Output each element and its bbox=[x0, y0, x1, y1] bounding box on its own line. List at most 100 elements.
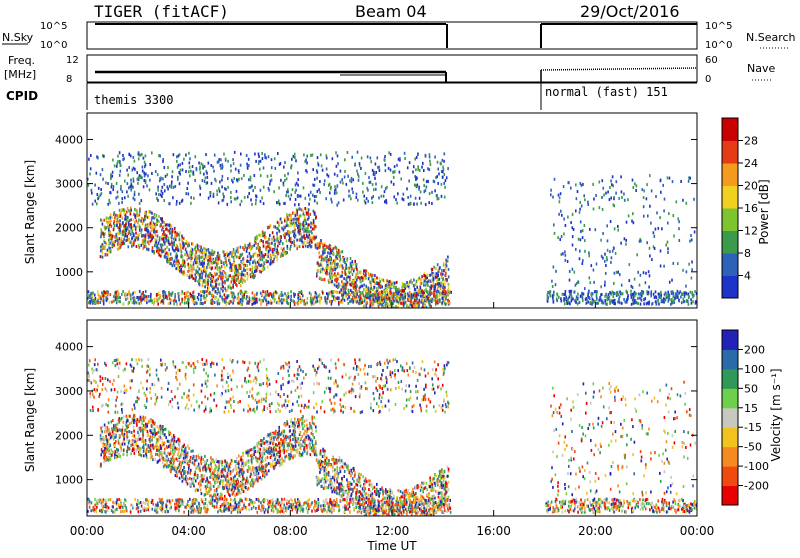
echo-cell bbox=[252, 297, 254, 300]
echo-cell bbox=[201, 262, 203, 265]
echo-cell bbox=[299, 296, 301, 299]
echo-cell bbox=[195, 257, 197, 260]
echo-cell bbox=[165, 295, 167, 298]
echo-cell bbox=[133, 156, 135, 159]
echo-cell bbox=[299, 215, 301, 218]
echo-cell bbox=[693, 198, 695, 201]
echo-cell bbox=[550, 189, 552, 192]
echo-cell bbox=[344, 299, 346, 302]
echo-cell bbox=[209, 272, 211, 275]
echo-cell bbox=[149, 188, 151, 191]
echo-cell bbox=[240, 254, 242, 257]
echo-cell bbox=[445, 269, 447, 272]
echo-cell bbox=[293, 240, 295, 243]
echo-cell bbox=[286, 191, 288, 194]
echo-cell bbox=[613, 292, 615, 295]
echo-cell bbox=[153, 503, 155, 506]
echo-cell bbox=[614, 302, 616, 305]
echo-cell bbox=[653, 293, 655, 296]
echo-cell bbox=[420, 289, 422, 292]
echo-cell bbox=[314, 295, 316, 298]
echo-cell bbox=[606, 256, 608, 259]
echo-cell bbox=[301, 208, 303, 211]
echo-cell bbox=[396, 310, 398, 313]
echo-cell bbox=[261, 264, 263, 267]
echo-cell bbox=[169, 223, 171, 226]
echo-cell bbox=[390, 296, 392, 299]
echo-cell bbox=[413, 202, 415, 205]
echo-cell bbox=[179, 173, 181, 176]
echo-cell bbox=[374, 173, 376, 176]
echo-cell bbox=[169, 185, 171, 188]
echo-cell bbox=[199, 255, 201, 258]
echo-cell bbox=[255, 202, 257, 205]
echo-cell bbox=[427, 167, 429, 170]
echo-cell bbox=[337, 266, 339, 269]
echo-cell bbox=[228, 286, 230, 289]
echo-cell bbox=[375, 183, 377, 186]
echo-cell bbox=[691, 277, 693, 280]
echo-cell bbox=[138, 193, 140, 196]
echo-cell bbox=[243, 261, 245, 264]
echo-cell bbox=[130, 154, 132, 157]
echo-cell bbox=[284, 202, 286, 205]
echo-cell bbox=[181, 300, 183, 303]
echo-cell bbox=[246, 163, 248, 166]
echo-cell bbox=[431, 202, 433, 205]
echo-cell bbox=[170, 224, 172, 227]
echo-cell bbox=[286, 221, 288, 224]
echo-cell bbox=[246, 154, 248, 157]
echo-cell bbox=[344, 261, 346, 264]
echo-cell bbox=[335, 151, 337, 154]
echo-cell bbox=[189, 157, 191, 160]
echo-cell bbox=[226, 264, 228, 267]
echo-cell bbox=[239, 291, 241, 294]
echo-cell bbox=[216, 193, 218, 196]
echo-cell bbox=[645, 272, 647, 275]
echo-cell bbox=[567, 260, 569, 263]
echo-cell bbox=[359, 295, 361, 298]
echo-cell bbox=[134, 239, 136, 242]
echo-cell bbox=[392, 314, 394, 317]
echo-cell bbox=[141, 228, 143, 231]
echo-cell bbox=[649, 174, 651, 177]
echo-cell bbox=[160, 178, 162, 181]
echo-cell bbox=[306, 155, 308, 158]
echo-cell bbox=[584, 224, 586, 227]
echo-cell bbox=[441, 269, 443, 272]
echo-cell bbox=[184, 292, 186, 295]
echo-cell bbox=[338, 254, 340, 257]
echo-cell bbox=[402, 302, 404, 305]
echo-cell bbox=[656, 296, 658, 299]
echo-cell bbox=[550, 193, 552, 196]
echo-cell bbox=[170, 253, 172, 256]
echo-cell bbox=[607, 249, 609, 252]
echo-cell bbox=[582, 229, 584, 232]
echo-cell bbox=[166, 246, 168, 249]
echo-cell bbox=[338, 201, 340, 204]
echo-cell bbox=[110, 219, 112, 222]
echo-cell bbox=[200, 268, 202, 271]
echo-cell bbox=[310, 213, 312, 216]
echo-cell bbox=[310, 293, 312, 296]
echo-cell bbox=[177, 248, 179, 251]
echo-cell bbox=[251, 268, 253, 271]
echo-cells bbox=[87, 151, 698, 323]
echo-cell bbox=[612, 184, 614, 187]
echo-cell bbox=[565, 224, 567, 227]
echo-cell bbox=[219, 295, 221, 298]
echo-cell bbox=[448, 287, 450, 290]
echo-cell bbox=[174, 293, 176, 296]
echo-cell bbox=[256, 238, 258, 241]
echo-cell bbox=[228, 259, 230, 262]
echo-cell bbox=[415, 314, 417, 317]
echo-cell bbox=[437, 168, 439, 171]
echo-cell bbox=[663, 209, 665, 212]
echo-cell bbox=[171, 240, 173, 243]
echo-cell bbox=[125, 214, 127, 217]
echo-cell bbox=[648, 286, 650, 289]
echo-cell bbox=[322, 243, 324, 246]
echo-cell bbox=[270, 254, 272, 257]
echo-cell bbox=[398, 311, 400, 314]
echo-cell bbox=[122, 233, 124, 236]
